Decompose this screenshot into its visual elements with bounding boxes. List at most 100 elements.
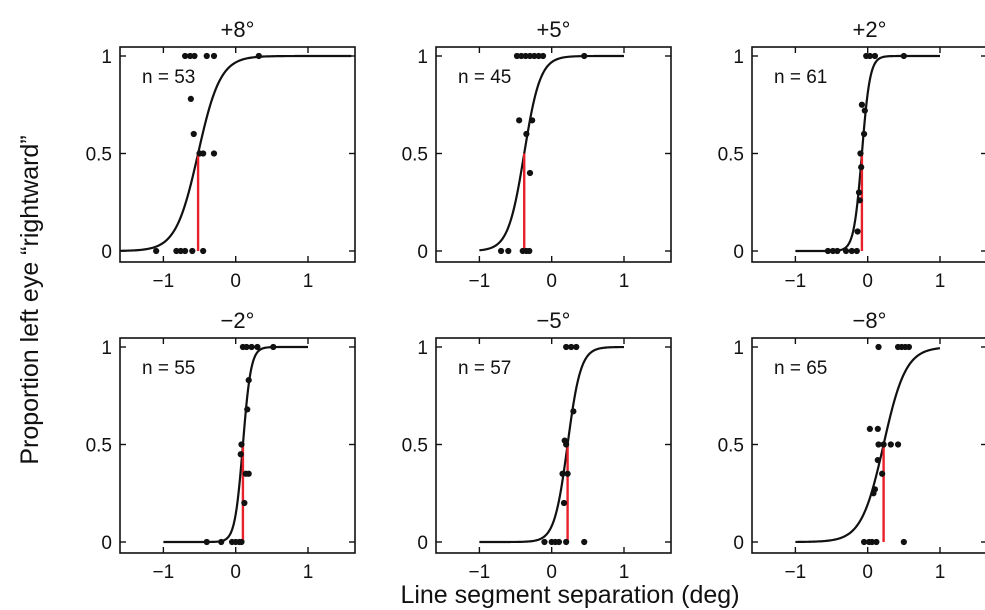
x-tick-label: 1	[303, 562, 314, 583]
data-point	[861, 107, 868, 114]
panel-5: −5° −1 0 1 0 0.5 1 n = 57	[402, 308, 672, 583]
panel-1: +8° −1 0 1 0 0.5 1 n = 53	[86, 17, 356, 292]
data-point	[853, 247, 860, 255]
data-point	[874, 425, 881, 432]
data-point	[526, 169, 534, 177]
data-point	[842, 247, 850, 255]
y-tick-label: 0.5	[718, 436, 744, 457]
fit-curve	[479, 54, 624, 252]
data-point	[900, 538, 907, 546]
data-point	[189, 247, 196, 255]
data-point	[866, 52, 873, 60]
x-tick-label: 0	[862, 562, 873, 583]
data-point	[243, 343, 250, 351]
y-tick-label: 0.5	[718, 145, 744, 166]
data-point	[848, 247, 855, 255]
data-point	[513, 52, 521, 60]
fit-curve	[795, 54, 940, 253]
y-tick-label: 0	[733, 242, 744, 263]
y-tick-label: 1	[101, 338, 112, 359]
panel-frame	[751, 46, 985, 263]
n-label: n = 61	[774, 67, 827, 88]
data-point	[568, 343, 575, 351]
n-label: n = 65	[774, 358, 827, 379]
data-point	[887, 441, 894, 448]
data-point	[203, 52, 210, 60]
data-point	[248, 343, 255, 351]
data-point	[238, 538, 245, 546]
data-point	[860, 130, 868, 138]
data-point	[581, 538, 588, 546]
n-label: n = 57	[458, 358, 511, 379]
data-point	[241, 499, 248, 507]
x-tick-label: −1	[153, 562, 175, 583]
data-point	[238, 441, 245, 448]
n-label: n = 55	[142, 358, 195, 379]
data-point	[860, 538, 868, 546]
panel-title: +2°	[853, 17, 887, 42]
x-tick-label: 1	[303, 271, 314, 292]
data-point	[559, 470, 566, 477]
x-tick-label: 1	[619, 562, 630, 583]
data-point	[516, 117, 523, 124]
data-point	[535, 52, 542, 60]
data-point	[563, 538, 570, 546]
data-point	[854, 228, 861, 235]
data-point	[218, 538, 225, 546]
fit-curve	[163, 345, 308, 544]
y-tick-label: 0	[101, 242, 112, 263]
x-tick-label: 0	[230, 562, 241, 583]
panel-title: −5°	[537, 308, 571, 333]
data-point	[573, 343, 580, 351]
data-point	[187, 52, 194, 60]
data-point	[570, 408, 577, 415]
data-point	[210, 150, 218, 157]
panel-frame	[119, 337, 356, 554]
data-point	[856, 197, 863, 204]
data-point	[879, 470, 886, 477]
data-point	[191, 52, 198, 60]
y-tick-label: 0.5	[402, 145, 428, 166]
data-point	[497, 247, 505, 255]
y-tick-label: 1	[733, 47, 744, 68]
data-point	[834, 247, 841, 255]
y-tick-label: 1	[101, 47, 112, 68]
panel-title: −2°	[221, 308, 255, 333]
data-point	[177, 247, 184, 255]
x-tick-label: −1	[469, 271, 491, 292]
panel-title: +8°	[221, 17, 255, 42]
x-tick-label: 1	[619, 271, 630, 292]
x-tick-label: −1	[785, 562, 807, 583]
data-point	[564, 470, 571, 477]
x-tick-label: −1	[469, 562, 491, 583]
panel-frame	[119, 46, 356, 263]
data-point	[531, 52, 538, 60]
y-tick-label: 0	[417, 533, 428, 554]
data-point	[857, 150, 864, 157]
fit-curve	[479, 345, 624, 544]
data-point	[518, 52, 525, 60]
x-tick-label: −1	[153, 271, 175, 292]
data-point	[173, 247, 180, 255]
data-point	[541, 538, 548, 546]
data-point	[555, 538, 563, 546]
data-point	[181, 52, 189, 60]
data-point	[200, 150, 207, 157]
data-point	[829, 247, 837, 255]
data-point	[245, 377, 252, 384]
data-point	[880, 441, 887, 448]
panel-4: −2° −1 0 1 0 0.5 1 n = 55	[86, 308, 356, 583]
data-point	[523, 130, 530, 138]
y-tick-label: 1	[733, 338, 744, 359]
data-point	[529, 117, 536, 124]
y-tick-label: 0	[101, 533, 112, 554]
data-point	[875, 441, 882, 448]
data-point	[526, 247, 533, 255]
data-point	[905, 343, 913, 351]
data-point	[581, 52, 588, 60]
x-tick-label: 1	[935, 562, 946, 583]
data-point	[210, 52, 218, 60]
x-tick-label: 0	[546, 271, 557, 292]
fit-curve	[795, 347, 941, 544]
